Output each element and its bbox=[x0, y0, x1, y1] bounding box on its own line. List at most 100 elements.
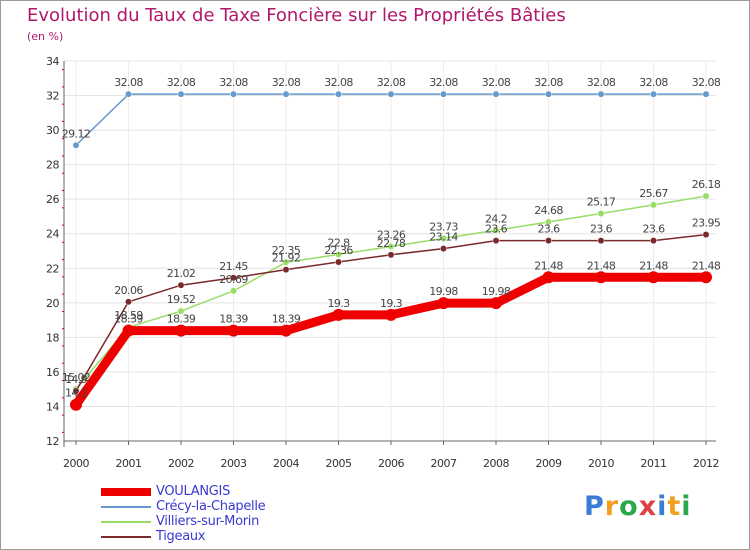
x-tick-label: 2008 bbox=[483, 457, 509, 470]
data-point bbox=[125, 298, 132, 306]
data-point bbox=[280, 324, 292, 337]
data-label: 14.9 bbox=[65, 373, 88, 386]
data-label: 32.08 bbox=[429, 76, 458, 89]
data-label: 18.39 bbox=[114, 313, 143, 326]
logo-letter: r bbox=[604, 491, 620, 522]
data-label: 20.06 bbox=[114, 284, 143, 297]
y-tick-label: 12 bbox=[46, 435, 59, 448]
data-label: 25.67 bbox=[639, 187, 668, 200]
data-point bbox=[387, 90, 395, 98]
logo-letter: o bbox=[619, 491, 639, 522]
data-label: 18.39 bbox=[272, 313, 301, 326]
data-label: 32.08 bbox=[114, 76, 143, 89]
data-point bbox=[702, 231, 710, 239]
data-point bbox=[492, 226, 500, 234]
logo-letter: t bbox=[667, 491, 682, 522]
data-label: 22.8 bbox=[327, 236, 350, 249]
y-tick-label: 20 bbox=[46, 297, 59, 310]
chart-title: Evolution du Taux de Taxe Foncière sur l… bbox=[27, 5, 566, 26]
legend-label: Villiers-sur-Morin bbox=[156, 514, 260, 529]
data-point bbox=[542, 271, 555, 284]
data-label: 32.08 bbox=[639, 76, 668, 89]
data-label: 23.73 bbox=[429, 220, 458, 233]
x-tick-label: 2009 bbox=[536, 457, 562, 470]
data-label: 32.08 bbox=[482, 76, 511, 89]
y-tick-label: 24 bbox=[46, 228, 59, 241]
y-tick-label: 18 bbox=[46, 331, 59, 344]
data-point bbox=[230, 90, 237, 98]
data-point bbox=[175, 324, 187, 337]
data-label: 32.08 bbox=[534, 76, 563, 89]
data-point bbox=[440, 245, 447, 253]
y-tick-label: 26 bbox=[46, 193, 59, 206]
data-point bbox=[387, 251, 395, 259]
data-label: 18.39 bbox=[219, 313, 248, 326]
data-label: 22.35 bbox=[272, 244, 301, 257]
x-tick-label: 2012 bbox=[693, 457, 719, 470]
data-label: 18.59 bbox=[114, 309, 143, 322]
data-point bbox=[387, 243, 395, 250]
y-tick-label: 22 bbox=[46, 262, 59, 275]
data-label: 19.98 bbox=[482, 285, 511, 298]
data-point bbox=[335, 258, 342, 266]
data-label: 23.95 bbox=[692, 217, 721, 230]
data-label: 24.2 bbox=[485, 212, 507, 225]
data-point bbox=[282, 266, 290, 274]
data-label: 15.02 bbox=[62, 371, 91, 384]
logo-letter: i bbox=[657, 491, 668, 522]
data-label: 21.48 bbox=[534, 259, 563, 272]
logo-letter: x bbox=[638, 491, 658, 522]
data-point bbox=[597, 90, 605, 98]
data-label: 23.6 bbox=[642, 223, 665, 236]
data-point bbox=[647, 271, 660, 284]
data-point bbox=[230, 287, 237, 295]
legend-label: Tigeaux bbox=[156, 529, 206, 544]
data-label: 32.08 bbox=[167, 76, 196, 89]
data-label: 21.48 bbox=[639, 259, 668, 272]
data-label: 21.92 bbox=[272, 252, 301, 265]
data-label: 23.26 bbox=[377, 229, 406, 242]
data-label: 19.3 bbox=[380, 297, 403, 310]
data-point bbox=[490, 297, 502, 310]
data-label: 23.6 bbox=[590, 223, 613, 236]
legend-swatch bbox=[101, 536, 151, 538]
x-tick-label: 2000 bbox=[63, 457, 89, 470]
data-label: 21.02 bbox=[167, 267, 196, 280]
data-point bbox=[72, 141, 80, 149]
y-tick-label: 28 bbox=[46, 159, 59, 172]
y-tick-label: 32 bbox=[46, 90, 59, 103]
data-label: 21.48 bbox=[587, 259, 616, 272]
data-point bbox=[702, 90, 710, 98]
data-label: 14.1 bbox=[65, 387, 87, 400]
legend-swatch bbox=[101, 506, 151, 508]
x-tick-label: 2007 bbox=[431, 457, 457, 470]
data-point bbox=[700, 271, 712, 284]
data-point bbox=[70, 398, 82, 411]
legend-swatch bbox=[101, 521, 151, 523]
data-label: 23.14 bbox=[429, 231, 458, 244]
data-point bbox=[122, 324, 135, 337]
data-label: 18.39 bbox=[167, 313, 196, 326]
data-label: 19.98 bbox=[429, 285, 458, 298]
data-label: 19.3 bbox=[327, 297, 350, 310]
data-point bbox=[440, 90, 447, 98]
data-point bbox=[595, 271, 607, 284]
x-tick-label: 2003 bbox=[221, 457, 247, 470]
x-tick-label: 2006 bbox=[378, 457, 404, 470]
data-point bbox=[72, 387, 80, 395]
data-label: 24.68 bbox=[534, 204, 563, 217]
data-point bbox=[492, 90, 500, 98]
data-label: 32.08 bbox=[324, 76, 353, 89]
data-point bbox=[385, 308, 397, 321]
logo-letter: i bbox=[681, 491, 692, 522]
x-tick-label: 2005 bbox=[326, 457, 352, 470]
data-point bbox=[492, 237, 500, 245]
legend-label: VOULANGIS bbox=[156, 484, 231, 499]
data-label: 25.17 bbox=[587, 196, 616, 209]
data-label: 32.08 bbox=[692, 76, 721, 89]
data-label: 29.12 bbox=[62, 127, 91, 140]
data-point bbox=[440, 234, 447, 242]
data-point bbox=[335, 90, 342, 98]
data-point bbox=[545, 237, 552, 245]
